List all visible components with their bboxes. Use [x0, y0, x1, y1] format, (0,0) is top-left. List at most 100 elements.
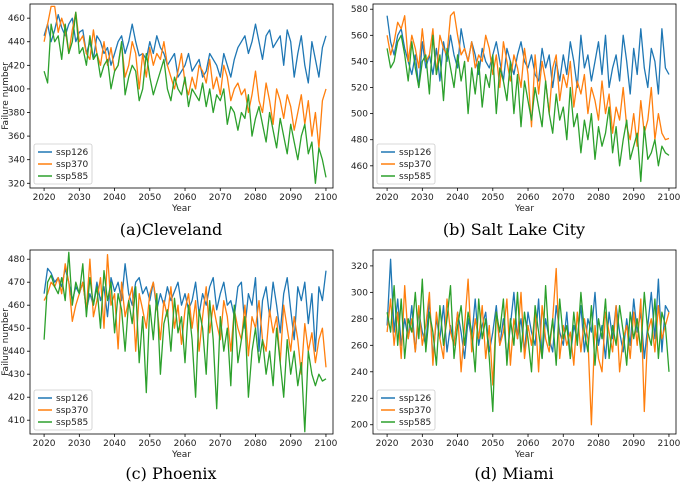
y-tick-label: 520	[351, 84, 368, 94]
x-axis-label: Year	[171, 204, 191, 214]
y-tick-label: 200	[351, 421, 368, 431]
legend-label-ssp370: ssp370	[399, 406, 432, 416]
legend: ssp126 ssp370 ssp585	[376, 389, 436, 431]
x-tick-label: 2080	[587, 193, 610, 203]
x-tick-label: 2060	[174, 193, 197, 203]
legend: ssp126 ssp370 ssp585	[33, 143, 93, 185]
x-tick-label: 2050	[481, 439, 504, 449]
caption-miami: (d) Miami	[474, 464, 554, 483]
y-tick-label: 430	[8, 370, 25, 380]
legend-label-ssp585: ssp585	[399, 172, 431, 182]
y-tick-label: 560	[351, 31, 368, 41]
y-tick-label: 480	[8, 255, 25, 265]
x-tick-label: 2080	[244, 193, 267, 203]
y-tick-label: 440	[8, 38, 25, 48]
x-tick-label: 2090	[279, 193, 302, 203]
x-tick-label: 2040	[446, 439, 469, 449]
series-line-ssp585	[43, 11, 327, 184]
x-tick-label: 2100	[658, 439, 681, 449]
legend: ssp126 ssp370 ssp585	[33, 389, 93, 431]
legend-label-ssp585: ssp585	[56, 418, 88, 428]
y-tick-label: 420	[8, 61, 25, 71]
caption-phoenix: (c) Phoenix	[125, 464, 217, 483]
x-tick-label: 2100	[315, 193, 338, 203]
y-tick-label: 300	[351, 288, 368, 298]
y-tick-label: 220	[351, 394, 368, 404]
y-tick-label: 320	[351, 262, 368, 272]
y-tick-label: 450	[8, 324, 25, 334]
legend-label-ssp126: ssp126	[56, 394, 89, 404]
x-tick-label: 2080	[244, 439, 267, 449]
x-tick-label: 2020	[33, 439, 56, 449]
x-tick-label: 2030	[68, 439, 91, 449]
legend-box	[376, 143, 436, 185]
chart-phoenix: 2020 2030 2040 2050 2060 2070 2080 2090 2100 410 4…	[1, 249, 338, 460]
legend-label-ssp370: ssp370	[56, 406, 89, 416]
y-tick-label: 460	[351, 162, 368, 172]
y-tick-label: 410	[8, 416, 25, 426]
legend-box	[376, 389, 436, 431]
x-tick-label: 2020	[376, 193, 399, 203]
y-tick-label: 400	[8, 85, 25, 95]
x-axis-label: Year	[514, 204, 534, 214]
x-tick-label: 2090	[622, 193, 645, 203]
y-tick-label: 280	[351, 315, 368, 325]
chart-miami: 2020 2030 2040 2050 2060 2070 2080 2090 2100 200 2…	[351, 249, 681, 460]
x-tick-label: 2040	[103, 193, 126, 203]
legend-box	[33, 143, 93, 185]
legend-label-ssp370: ssp370	[56, 160, 89, 170]
series-line-ssp585	[386, 278, 670, 413]
series-line-ssp585	[43, 251, 327, 433]
legend-label-ssp126: ssp126	[399, 394, 432, 404]
x-tick-label: 2020	[376, 439, 399, 449]
caption-salt-lake-city: (b) Salt Lake City	[442, 220, 586, 239]
x-axis-label: Year	[514, 450, 534, 460]
series-line-ssp585	[386, 34, 670, 183]
x-tick-label: 2090	[622, 439, 645, 449]
legend-label-ssp126: ssp126	[56, 148, 89, 158]
x-tick-label: 2070	[552, 439, 575, 449]
y-tick-label: 360	[8, 132, 25, 142]
y-tick-label: 420	[8, 393, 25, 403]
plot-frame	[372, 3, 677, 189]
y-tick-label: 340	[8, 156, 25, 166]
y-tick-label: 460	[8, 14, 25, 24]
plot-frame	[29, 3, 334, 189]
x-tick-label: 2060	[517, 439, 540, 449]
chart-cleveland: 2020 2030 2040 2050 2060 2070 2080 2090 2100 320 3…	[1, 3, 338, 214]
caption-cleveland: (a)Cleveland	[119, 220, 223, 239]
x-tick-label: 2070	[209, 439, 232, 449]
y-tick-label: 240	[351, 368, 368, 378]
x-axis-label: Year	[171, 450, 191, 460]
panel-salt-lake-city: 2020 2030 2040 2050 2060 2070 2080 2090 2100 460 4…	[343, 0, 685, 245]
x-tick-label: 2080	[587, 439, 610, 449]
x-tick-label: 2030	[411, 193, 434, 203]
panel-miami: 2020 2030 2040 2050 2060 2070 2080 2090 2100 200 2…	[343, 246, 685, 491]
x-tick-label: 2030	[68, 193, 91, 203]
x-tick-label: 2070	[552, 193, 575, 203]
panel-cleveland: 2020 2030 2040 2050 2060 2070 2080 2090 2100 320 3…	[0, 0, 342, 245]
y-tick-label: 460	[8, 301, 25, 311]
x-tick-label: 2050	[138, 193, 161, 203]
plot-frame	[29, 249, 334, 435]
x-tick-label: 2060	[517, 193, 540, 203]
series-line-ssp126	[43, 13, 327, 84]
y-tick-label: 500	[351, 110, 368, 120]
x-tick-label: 2040	[103, 439, 126, 449]
y-axis-label: Failure number	[1, 308, 11, 376]
legend-label-ssp585: ssp585	[399, 418, 431, 428]
y-tick-label: 380	[8, 109, 25, 119]
x-tick-label: 2040	[446, 193, 469, 203]
plot-frame	[372, 249, 677, 435]
legend-label-ssp370: ssp370	[399, 160, 432, 170]
y-tick-label: 480	[351, 136, 368, 146]
chart-salt-lake-city: 2020 2030 2040 2050 2060 2070 2080 2090 2100 460 4…	[351, 3, 681, 214]
series-line-ssp126	[43, 263, 327, 352]
y-tick-label: 540	[351, 57, 368, 67]
x-tick-label: 2060	[174, 439, 197, 449]
series-line-ssp126	[386, 15, 670, 95]
x-tick-label: 2050	[138, 439, 161, 449]
legend-box	[33, 389, 93, 431]
panel-phoenix: 2020 2030 2040 2050 2060 2070 2080 2090 2100 410 4…	[0, 246, 342, 491]
series-line-ssp370	[43, 5, 327, 149]
